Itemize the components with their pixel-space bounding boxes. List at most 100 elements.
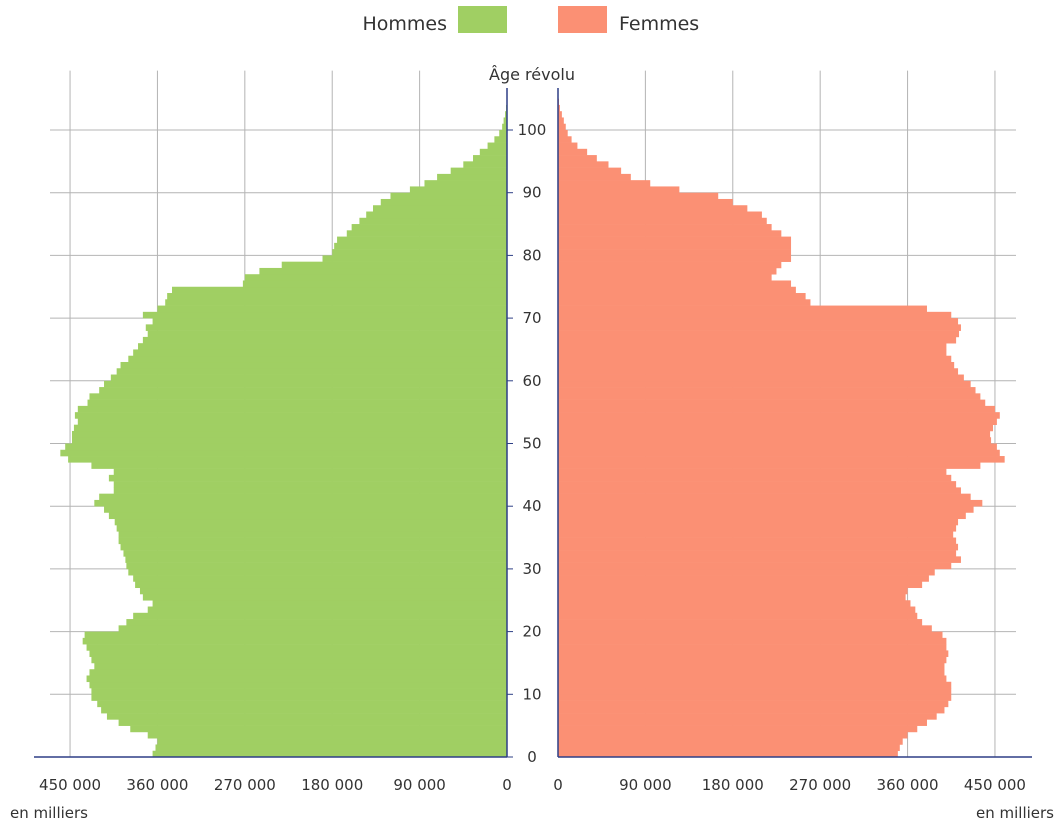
bar-hommes-age-25 [142,593,507,601]
axes [34,88,1032,758]
bars-femmes [558,98,1005,758]
bar-femmes-age-43 [558,481,957,488]
bar-hommes-age-18 [82,637,507,645]
bar-femmes-age-4 [558,725,918,733]
bars-hommes [60,98,508,758]
bar-hommes-age-94 [463,161,507,168]
bar-femmes-age-45 [558,468,947,476]
age-axis-title: Âge révolu [489,65,575,84]
bar-hommes-age-68 [145,324,507,331]
bar-hommes-age-69 [152,318,507,325]
bar-hommes-age-43 [113,481,508,488]
bar-femmes-age-91 [558,180,651,187]
x-tick-label-right-1: 90 000 [619,776,672,794]
bar-femmes-age-97 [558,142,578,150]
bar-femmes-age-39 [558,506,974,513]
bar-hommes-age-58 [99,387,508,394]
bar-femmes-age-61 [558,368,959,375]
bar-femmes-age-60 [558,374,964,382]
bar-femmes-age-73 [558,293,806,300]
age-tick-label-60: 60 [522,372,541,390]
bar-hommes-age-72 [165,299,507,306]
bar-hommes-age-88 [380,198,507,206]
bar-hommes-age-0 [152,750,507,758]
bar-hommes-age-90 [409,186,507,193]
x-tick-label-left-2: 180 000 [301,776,363,794]
bar-femmes-age-23 [558,606,916,614]
bar-hommes-age-30 [126,562,508,570]
bar-femmes-age-63 [558,355,952,363]
bar-femmes-age-20 [558,625,932,632]
bar-femmes-age-26 [558,587,908,595]
age-tick-label-70: 70 [522,309,541,327]
bar-hommes-age-53 [77,418,508,425]
bar-femmes-age-8 [558,700,949,708]
legend: Hommes Femmes [362,6,699,35]
bar-hommes-age-97 [487,142,507,150]
bar-hommes-age-16 [89,650,507,657]
bar-hommes-age-40 [94,499,507,507]
bar-femmes-age-53 [558,418,997,425]
x-tick-label-right-0: 0 [553,776,563,794]
x-tick-label-left-5: 450 000 [39,776,101,794]
bar-hommes-age-70 [142,311,507,319]
bar-hommes-age-51 [71,430,507,438]
bar-femmes-age-0 [558,750,898,758]
bar-hommes-age-27 [135,581,507,589]
bar-hommes-age-50 [71,437,507,444]
bar-hommes-age-98 [494,136,507,143]
x-tick-label-left-0: 0 [502,776,512,794]
bar-hommes-age-81 [334,242,507,250]
bar-hommes-age-33 [120,543,508,551]
bar-femmes-age-13 [558,669,945,676]
bar-femmes-age-27 [558,581,923,589]
bar-hommes-age-37 [114,518,507,526]
bar-hommes-age-7 [101,706,507,714]
bar-hommes-age-47 [68,456,507,463]
bar-femmes-age-21 [558,619,923,626]
bar-hommes-age-84 [351,224,507,231]
bar-hommes-age-10 [91,688,508,695]
legend-swatch-femmes [558,6,607,33]
bar-hommes-age-28 [133,575,508,582]
bar-hommes-age-83 [346,230,507,237]
age-tick-label-100: 100 [518,121,547,139]
bar-hommes-age-92 [437,173,507,181]
bar-hommes-age-41 [99,493,508,501]
bar-femmes-age-50 [558,437,992,444]
bar-femmes-age-98 [558,136,572,143]
bar-hommes-age-38 [108,512,507,520]
bar-femmes-age-44 [558,474,952,482]
bar-femmes-age-31 [558,556,961,563]
bar-hommes-age-31 [125,556,507,563]
bar-femmes-age-94 [558,161,609,168]
bar-hommes-age-14 [94,662,507,670]
bar-hommes-age-93 [450,167,507,175]
bar-femmes-age-36 [558,525,957,532]
age-tick-label-20: 20 [522,623,541,641]
bar-femmes-age-6 [558,713,937,720]
age-tick-label-30: 30 [522,560,541,578]
bar-hommes-age-71 [157,305,507,313]
bar-femmes-age-19 [558,631,943,639]
bar-femmes-age-35 [558,531,954,538]
bar-hommes-age-21 [126,619,508,626]
bar-hommes-age-101 [503,117,507,125]
bar-femmes-age-74 [558,286,796,294]
bar-femmes-age-99 [558,130,568,137]
bar-femmes-age-15 [558,656,947,664]
bar-hommes-age-80 [332,249,507,256]
legend-label-hommes: Hommes [362,13,447,35]
bar-femmes-age-16 [558,650,949,657]
age-tick-label-50: 50 [522,435,541,453]
bar-femmes-age-46 [558,462,981,469]
bar-femmes-age-103 [558,104,560,112]
bar-femmes-age-40 [558,499,983,507]
bar-hommes-age-55 [77,405,508,413]
bar-hommes-age-96 [479,148,507,156]
age-tick-label-90: 90 [522,184,541,202]
bar-femmes-age-55 [558,405,995,413]
x-tick-label-right-5: 450 000 [964,776,1026,794]
bar-femmes-age-58 [558,387,976,394]
